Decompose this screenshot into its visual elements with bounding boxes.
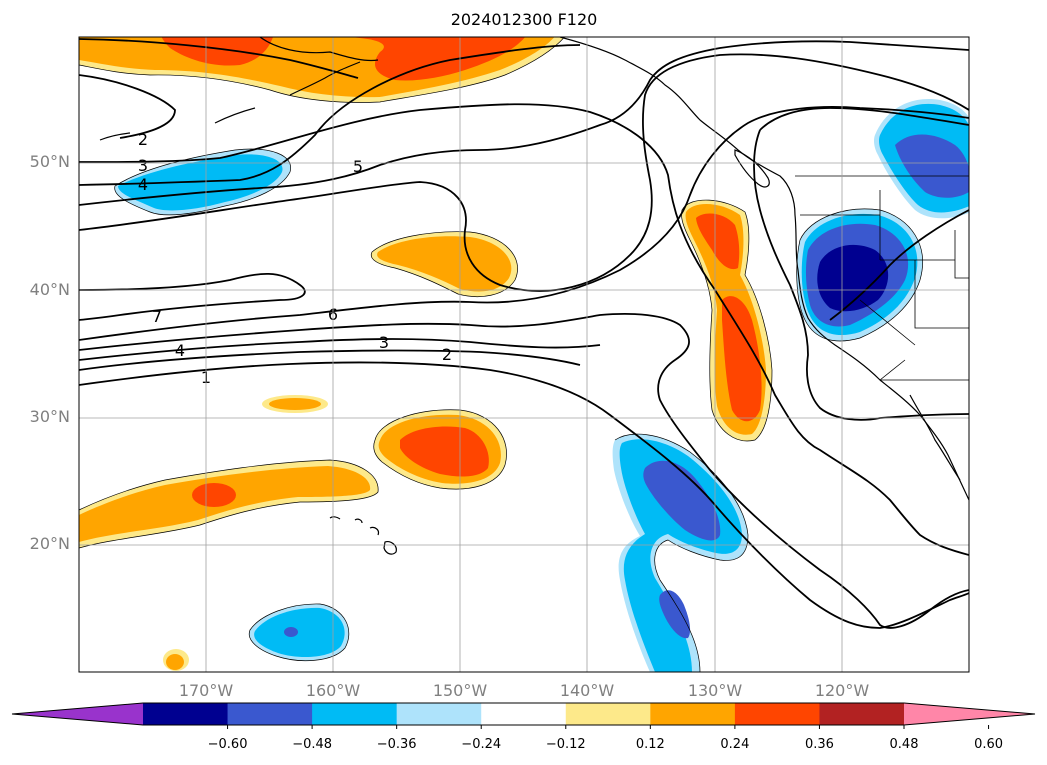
geopotential-contours: [79, 38, 969, 629]
map-background: [79, 37, 969, 672]
contour-label: 2: [442, 345, 452, 364]
colorbar-swatch: [312, 703, 398, 725]
negative-region-south-2-inner: [619, 439, 742, 672]
colorbar-extend-low: [12, 703, 143, 725]
lon-label-170w: 170°W: [178, 681, 234, 700]
colorbar-swatch: [481, 703, 567, 725]
colorbar-tick-label: 0.36: [804, 737, 834, 752]
colorbar-tick-label: −0.24: [461, 737, 502, 752]
positive-region-east-core-1: [696, 213, 740, 270]
hawaii-islands: [329, 516, 397, 555]
contour-label: 2: [138, 130, 148, 149]
contour-label: 3: [138, 156, 148, 175]
contour-label: 4: [175, 341, 185, 360]
outline-southwest: [79, 459, 379, 549]
colorbar-swatch: [143, 703, 229, 725]
colorbar-tick-label: −0.12: [545, 737, 586, 752]
outline-northwest: [114, 148, 291, 216]
lon-label-150w: 150°W: [432, 681, 488, 700]
outline-east: [796, 208, 923, 342]
colorbar-swatch: [819, 703, 905, 725]
lat-label-50n: 50°N: [29, 152, 70, 171]
lon-label-130w: 130°W: [687, 681, 743, 700]
lon-label-160w: 160°W: [305, 681, 361, 700]
negative-region-south-2-core-b: [659, 590, 691, 639]
negative-region-south-1-inner: [254, 607, 345, 658]
colorbar-tick-label: 0.48: [889, 737, 919, 752]
map-frame: [78, 36, 970, 673]
negative-region-east-core: [817, 244, 889, 312]
state-borders: [800, 190, 969, 381]
alaska-coast: [99, 37, 379, 141]
negative-region-south-1-core: [284, 627, 298, 637]
contour-label: 3: [379, 333, 389, 352]
contour-line-3: [79, 103, 969, 556]
contour-line-1: [79, 38, 359, 79]
lat-label-30n: 30°N: [29, 407, 70, 426]
negative-region-south-2-core: [643, 460, 721, 541]
colorbar-swatch: [734, 703, 820, 725]
contour-label: 5: [353, 157, 363, 176]
contour-line-10: [79, 338, 601, 361]
lat-label-40n: 40°N: [29, 280, 70, 299]
coastlines: [99, 37, 969, 555]
colorbar-outline: [11, 702, 1036, 726]
contour-line-8: [79, 106, 969, 341]
colorbar-tick-label: 0.12: [635, 737, 665, 752]
positive-region-central-north-inner: [377, 236, 512, 292]
contour-line-4: [79, 44, 581, 186]
lon-label-120w: 120°W: [814, 681, 870, 700]
contour-line-6: [79, 53, 969, 292]
lat-label-20n: 20°N: [29, 534, 70, 553]
north-america-coast: [559, 37, 969, 501]
contour-line-9: [79, 313, 969, 629]
positive-region-southwest-core: [192, 483, 236, 507]
contour-line-7: [79, 272, 306, 321]
outline-south-1: [248, 603, 350, 661]
contour-label: 4: [138, 175, 148, 194]
contour-line-5: [79, 40, 969, 206]
positive-region-small-inner: [269, 398, 321, 410]
colorbar-swatch: [565, 703, 651, 725]
colorbar-tick-label: −0.48: [292, 737, 333, 752]
colorbar: [11, 702, 1036, 729]
colorbar-tick-label: 0.60: [974, 737, 1004, 752]
positive-region-north-core-2: [350, 37, 526, 81]
colorbar-extend-high: [904, 703, 1035, 725]
contour-label: 7: [152, 307, 162, 326]
outline-north: [79, 37, 565, 103]
colorbar-tick-label: −0.60: [207, 737, 248, 752]
negative-region-northeast-core: [895, 134, 969, 198]
outline-central-north: [370, 231, 518, 297]
colorbar-tick-label: 0.24: [720, 737, 750, 752]
colorbar-swatch: [227, 703, 313, 725]
map-title: 2024012300 F120: [450, 10, 598, 29]
colorbar-tick-label: −0.36: [376, 737, 417, 752]
political-borders: [795, 175, 969, 381]
outline-south-2: [614, 433, 749, 672]
colorbar-swatch: [396, 703, 482, 725]
filled-anomaly-regions: [79, 37, 969, 672]
lon-label-140w: 140°W: [559, 681, 615, 700]
outline-central: [373, 409, 507, 490]
positive-region-north-core-1: [161, 37, 273, 66]
gridlines: [79, 37, 969, 672]
positive-region-east-core-2: [722, 296, 762, 422]
contour-line-12: [79, 361, 969, 629]
colorbar-swatch: [650, 703, 736, 725]
contour-line-11: [79, 349, 581, 371]
baja-coast: [909, 394, 961, 481]
positive-region-central-core: [400, 426, 489, 477]
map-content: 2 3 4 5 7 6 4 3 2 1: [79, 37, 969, 672]
contour-line-2: [79, 74, 176, 139]
positive-region-bottom-left-inner: [166, 654, 184, 670]
contour-line-14: [829, 209, 969, 321]
